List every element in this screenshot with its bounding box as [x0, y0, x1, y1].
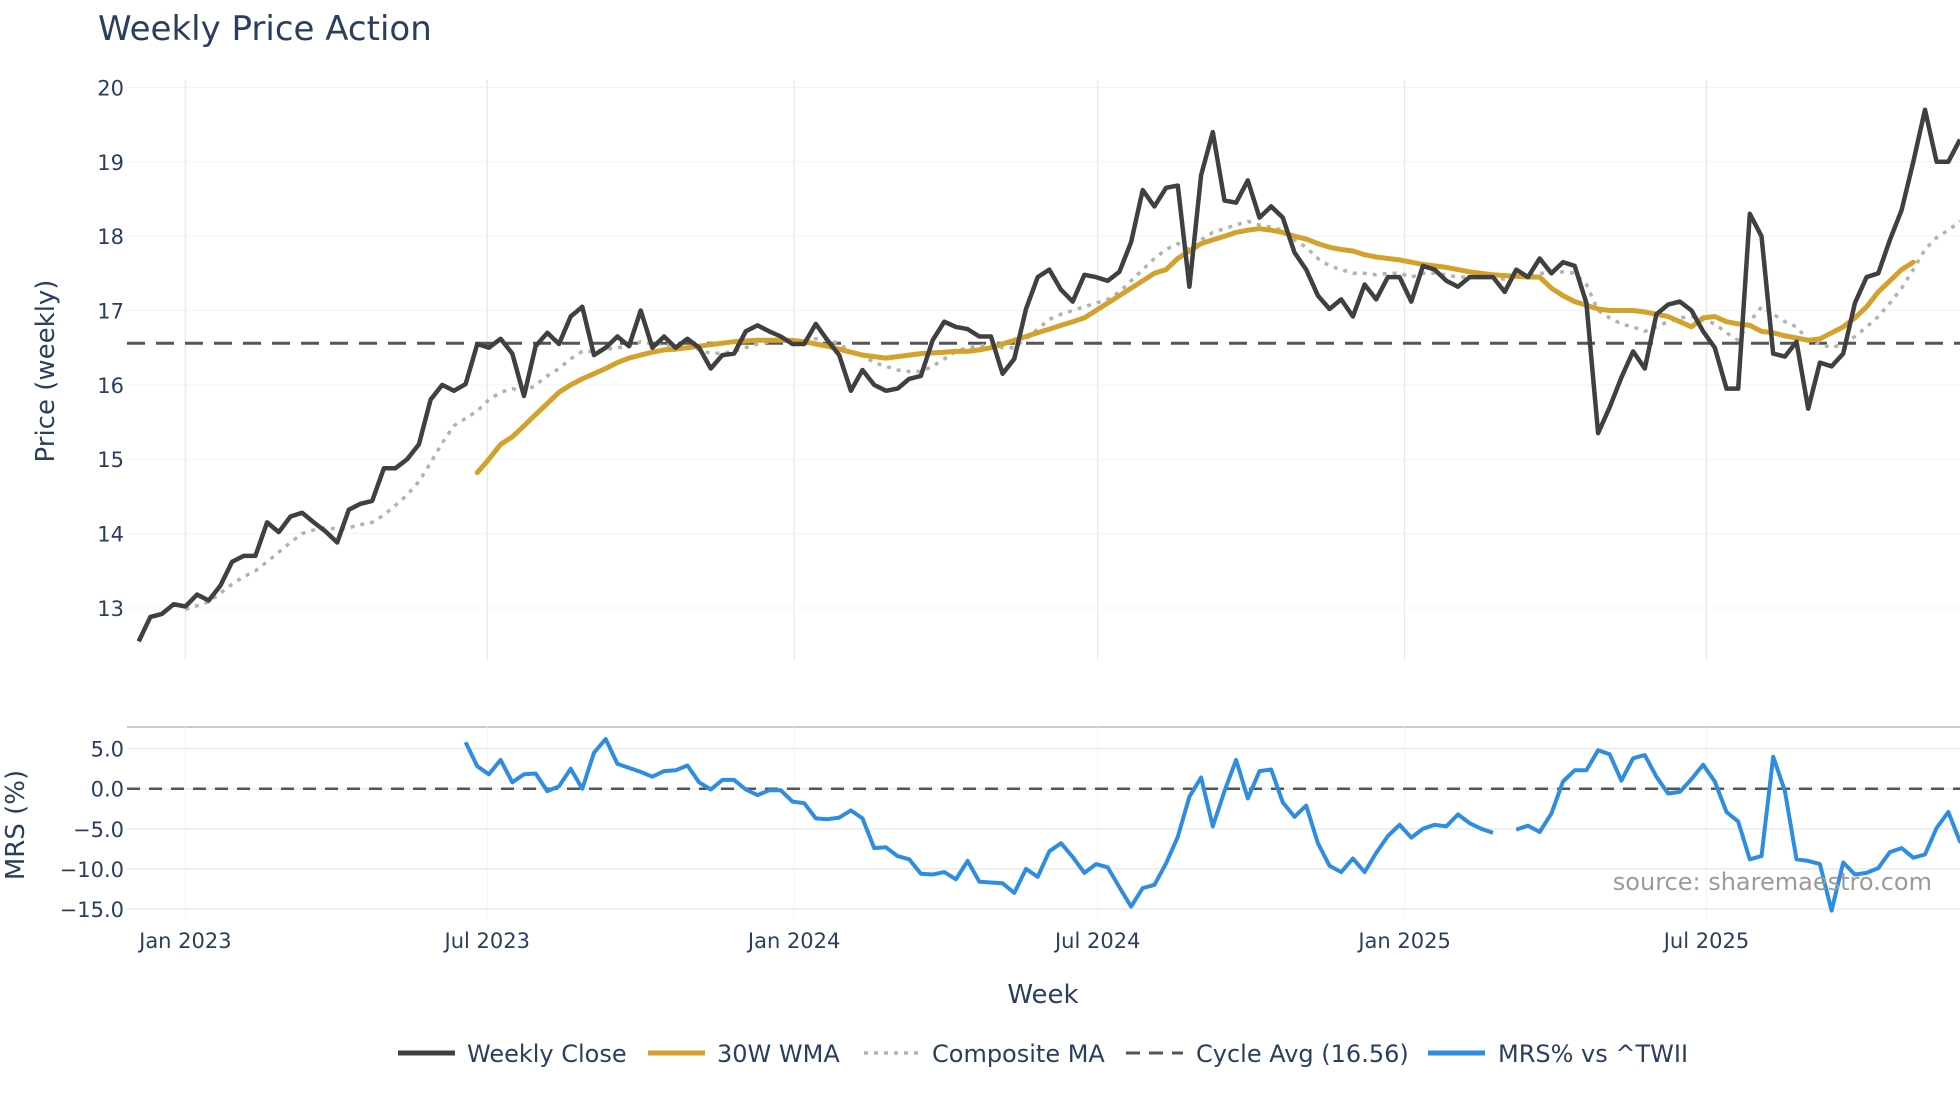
price-y-tick-label: 13: [97, 597, 124, 621]
legend-label-mrs: MRS% vs ^TWII: [1498, 1040, 1688, 1068]
source-watermark: source: sharemaestro.com: [1613, 868, 1932, 896]
price-y-ticks: 13 14 15 16 17 18 19 20: [97, 76, 124, 621]
mrs-y-tick-label: 5.0: [91, 738, 124, 762]
legend-item-weekly-close[interactable]: Weekly Close: [398, 1040, 627, 1068]
x-tick-label: Jul 2024: [1053, 929, 1140, 953]
legend: Weekly Close 30W WMA Composite MA Cycle …: [398, 1040, 1688, 1068]
price-y-tick-label: 19: [97, 151, 124, 175]
x-axis-ticks: Jan 2023 Jul 2023 Jan 2024 Jul 2024 Jan 2025…: [137, 929, 1749, 953]
mrs-y-tick-label: −5.0: [73, 818, 124, 842]
x-tick-label: Jul 2025: [1662, 929, 1749, 953]
price-y-axis-title: Price (weekly): [31, 280, 61, 463]
mrs-line: [463, 737, 1960, 913]
mrs-panel: 5.0 0.0 −5.0 −10.0 −15.0 MRS (%) source: sha…: [1, 726, 1960, 922]
price-y-tick-label: 15: [97, 448, 124, 472]
composite-ma-line: [184, 219, 1960, 612]
legend-item-cycle-avg[interactable]: Cycle Avg (16.56): [1126, 1040, 1409, 1068]
x-axis-title: Week: [1007, 980, 1078, 1010]
price-series-group: [127, 107, 1960, 643]
mrs-y-tick-label: −15.0: [60, 898, 124, 922]
x-tick-label: Jul 2023: [443, 929, 530, 953]
legend-label-weekly-close: Weekly Close: [467, 1040, 627, 1068]
price-y-tick-label: 14: [97, 523, 124, 547]
x-tick-label: Jan 2023: [137, 929, 232, 953]
price-y-tick-label: 17: [97, 300, 124, 324]
weekly-close-line: [136, 107, 1960, 643]
mrs-y-tick-label: 0.0: [91, 778, 124, 802]
mrs-y-axis-title: MRS (%): [1, 770, 31, 880]
price-y-tick-label: 16: [97, 374, 124, 398]
price-y-tick-label: 18: [97, 225, 124, 249]
price-y-tick-label: 20: [97, 76, 124, 100]
legend-item-30w-wma[interactable]: 30W WMA: [648, 1040, 840, 1068]
x-tick-label: Jan 2025: [1356, 929, 1451, 953]
mrs-series-group: [127, 737, 1960, 913]
chart-title: Weekly Price Action: [98, 9, 432, 49]
legend-label-cycle-avg: Cycle Avg (16.56): [1196, 1040, 1409, 1068]
legend-label-30w-wma: 30W WMA: [717, 1040, 840, 1068]
price-panel: 13 14 15 16 17 18 19 20 Price (weekly): [31, 76, 1960, 660]
mrs-y-ticks: 5.0 0.0 −5.0 −10.0 −15.0: [60, 738, 124, 922]
mrs-y-tick-label: −10.0: [60, 858, 124, 882]
legend-item-composite-ma[interactable]: Composite MA: [864, 1040, 1105, 1068]
legend-label-composite-ma: Composite MA: [932, 1040, 1105, 1068]
x-tick-label: Jan 2024: [746, 929, 841, 953]
legend-item-mrs[interactable]: MRS% vs ^TWII: [1428, 1040, 1688, 1068]
